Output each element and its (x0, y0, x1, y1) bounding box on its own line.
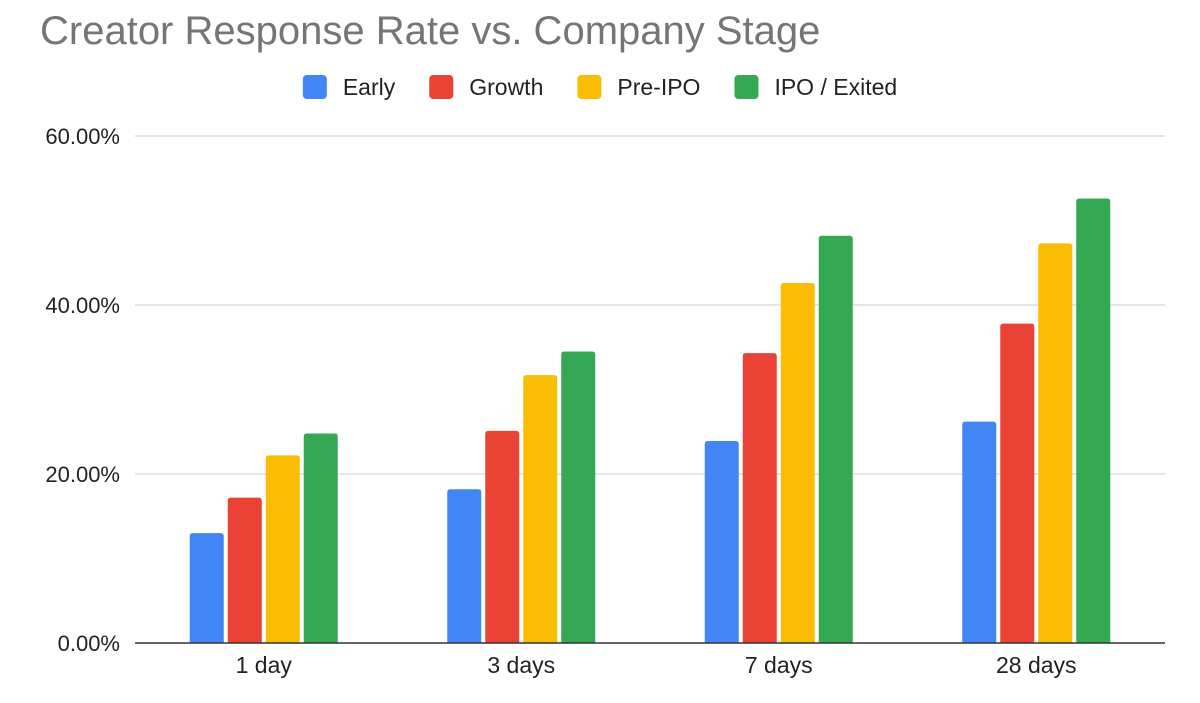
bar-ipo-exited-1-day (303, 433, 338, 643)
y-tick-label: 20.00% (45, 462, 120, 487)
legend-label: Pre-IPO (617, 74, 700, 100)
bar-early-28-days (962, 421, 997, 643)
y-axis-ticks: 0.00% 20.00% 40.00% 60.00% (45, 124, 120, 656)
legend-swatch (734, 75, 759, 99)
bar-pre-ipo-3-days (523, 375, 558, 643)
y-tick-label: 60.00% (45, 124, 120, 149)
x-tick-label: 3 days (487, 652, 555, 678)
legend-swatch (577, 75, 602, 99)
legend-swatch (429, 75, 454, 99)
bar-ipo-exited-3-days (561, 351, 596, 643)
x-axis-labels: 1 day 3 days 7 days 28 days (236, 652, 1077, 678)
bar-early-3-days (447, 489, 482, 643)
bar-growth-7-days (742, 353, 777, 643)
bar-early-7-days (704, 441, 739, 643)
bar-ipo-exited-7-days (818, 235, 853, 643)
bar-growth-3-days (485, 430, 520, 643)
bar-ipo-exited-28-days (1076, 198, 1111, 643)
legend-label: IPO / Exited (774, 74, 897, 100)
legend: Early Growth Pre-IPO IPO / Exited (302, 74, 897, 100)
bar-growth-28-days (1000, 323, 1035, 643)
x-tick-label: 28 days (996, 652, 1077, 678)
bar-pre-ipo-1-day (265, 455, 300, 643)
y-tick-label: 0.00% (58, 631, 120, 656)
legend-item: Early (302, 74, 396, 100)
bar-pre-ipo-28-days (1038, 243, 1073, 643)
legend-item: IPO / Exited (734, 74, 897, 100)
bar-pre-ipo-7-days (780, 283, 815, 643)
x-tick-label: 7 days (745, 652, 813, 678)
bar-early-1-day (189, 533, 224, 643)
y-tick-label: 40.00% (45, 293, 120, 318)
bars (189, 198, 1111, 643)
legend-label: Early (343, 74, 396, 100)
x-tick-label: 1 day (236, 652, 293, 678)
bar-growth-1-day (227, 497, 262, 643)
legend-item: Pre-IPO (577, 74, 700, 100)
chart-title: Creator Response Rate vs. Company Stage (40, 9, 820, 53)
legend-item: Growth (429, 74, 543, 100)
legend-label: Growth (469, 74, 543, 100)
legend-swatch (302, 75, 327, 99)
